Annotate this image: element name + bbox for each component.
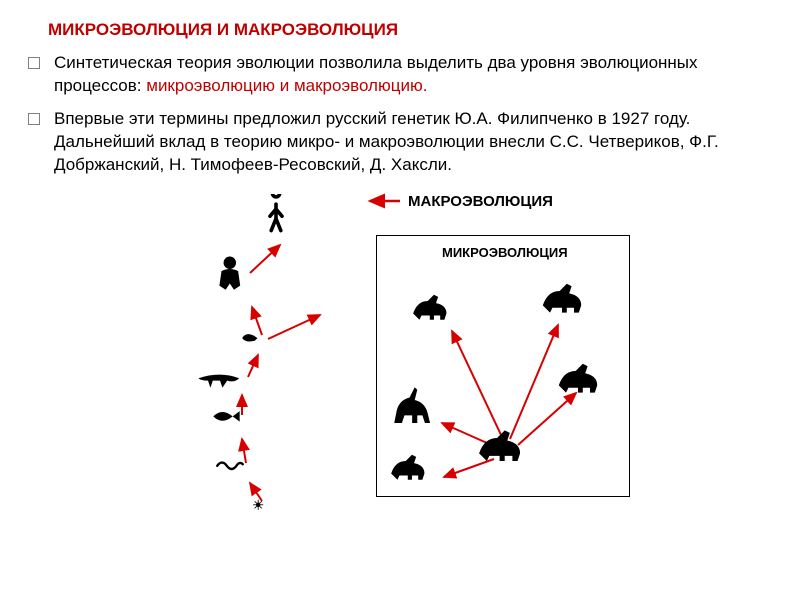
bullet-icon: [28, 113, 40, 125]
lizard-icon: [196, 356, 244, 398]
fish-icon: [208, 401, 243, 432]
mouse-icon: [237, 325, 263, 347]
dog-center-icon: [474, 422, 525, 467]
page-title: МИКРОЭВОЛЮЦИЯ И МАКРОЭВОЛЮЦИЯ: [28, 20, 772, 40]
macro-label: МАКРОЭВОЛЮЦИЯ: [408, 193, 553, 210]
para-2: Впервые эти термины предложил русский ге…: [54, 108, 772, 177]
wolf-howl-icon: [384, 384, 435, 429]
bullet-2: Впервые эти термины предложил русский ге…: [28, 108, 772, 177]
evolution-diagram: МАКРОЭВОЛЮЦИЯ МИКРОЭВОЛЮЦИЯ: [160, 187, 640, 527]
para-1: Синтетическая теория эволюции позволила …: [54, 52, 772, 98]
bullet-icon: [28, 57, 40, 69]
micro-label: МИКРОЭВОЛЮЦИЯ: [442, 245, 568, 260]
ape-icon: [209, 256, 251, 292]
title-text: МИКРОЭВОЛЮЦИЯ И МАКРОЭВОЛЮЦИЯ: [48, 20, 398, 39]
jackal-icon: [387, 448, 429, 484]
para1-highlight: микроэволюцию и макроэволюцию.: [146, 76, 427, 95]
wolf-right-icon: [554, 356, 602, 398]
fox-icon: [409, 288, 451, 324]
human-icon: [252, 194, 300, 236]
virus-icon: [247, 495, 269, 515]
worm-icon: [214, 451, 246, 479]
bullet-1: Синтетическая теория эволюции позволила …: [28, 52, 772, 98]
hyena-icon: [538, 276, 586, 318]
